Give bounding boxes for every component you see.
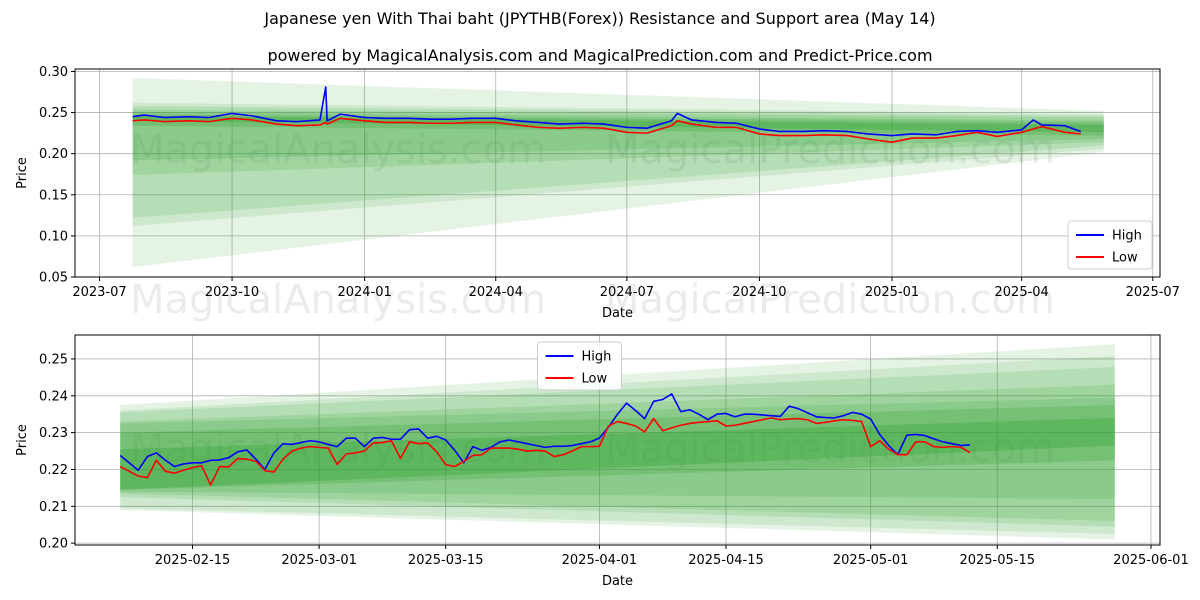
y-tick-label: 0.10 — [39, 229, 68, 244]
watermark-text: MagicalPrediction.com — [605, 426, 1055, 472]
forecast-band — [132, 78, 1104, 268]
forecast-band — [120, 384, 1115, 522]
chart-title: Japanese yen With Thai baht (JPYTHB(Fore… — [264, 9, 936, 28]
x-tick-label: 2025-05-01 — [833, 553, 909, 568]
x-tick-label: 2025-02-15 — [155, 553, 231, 568]
legend-label-low: Low — [1112, 251, 1138, 266]
high-series-line — [119, 393, 971, 472]
x-tick-label: 2024-01 — [337, 285, 391, 300]
forecast-band — [120, 356, 1115, 534]
y-tick-label: 0.24 — [39, 389, 68, 404]
watermark-layer: MagicalAnalysis.com MagicalPrediction.co… — [130, 127, 1055, 472]
grid-lines — [75, 69, 1160, 277]
forecast-band — [132, 109, 1104, 176]
x-tick-label: 2024-10 — [732, 285, 786, 300]
x-tick-label: 2025-03-01 — [281, 553, 357, 568]
forecast-band — [132, 114, 1104, 136]
x-tick-label: 2025-07 — [1126, 285, 1180, 300]
x-axis-label: Date — [602, 306, 633, 321]
x-tick-label: 2025-06-01 — [1113, 553, 1189, 568]
x-tick-label: 2025-05-15 — [959, 553, 1035, 568]
legend: High Low — [1067, 220, 1153, 270]
plot-frame — [74, 68, 1161, 278]
plot-frame — [74, 334, 1161, 546]
forecast-band — [120, 405, 1115, 490]
y-tick-label: 0.25 — [39, 352, 68, 367]
y-axis-label: Price — [15, 157, 30, 189]
low-series-line — [119, 417, 971, 486]
y-tick-label: 0.20 — [39, 147, 68, 162]
x-tick-label: 2023-07 — [72, 285, 126, 300]
bottom-chart-panel: 2025-02-15 2025-03-01 2025-03-15 2025-04-01… — [15, 334, 1189, 589]
y-tick-label: 0.22 — [39, 463, 68, 478]
low-series-line — [132, 117, 1081, 143]
legend-label-high: High — [1112, 229, 1142, 244]
x-tick-label: 2025-04 — [995, 285, 1049, 300]
watermark-text: MagicalPrediction.com — [605, 277, 1055, 323]
y-tick-label: 0.15 — [39, 188, 68, 203]
x-tick-label: 2025-04-15 — [688, 553, 764, 568]
top-chart-panel: 2023-07 2023-10 2024-01 2024-04 2024-07 2024-… — [15, 65, 1180, 321]
watermark-text: MagicalAnalysis.com — [130, 277, 546, 323]
x-tick-label: 2024-07 — [600, 285, 654, 300]
legend-label-low: Low — [582, 372, 608, 387]
y-tick-label: 0.23 — [39, 426, 68, 441]
y-axis-label: Price — [15, 424, 30, 456]
x-tick-label: 2024-04 — [469, 285, 523, 300]
y-tick-label: 0.30 — [39, 65, 68, 80]
series-lines — [119, 393, 971, 486]
x-tick-label: 2025-01 — [865, 285, 919, 300]
legend: High Low — [537, 341, 622, 391]
x-tick-label: 2025-03-15 — [408, 553, 484, 568]
legend-label-high: High — [582, 350, 612, 365]
forecast-band — [132, 111, 1104, 161]
x-axis-label: Date — [602, 574, 633, 589]
y-tick-label: 0.21 — [39, 500, 68, 515]
y-tick-label: 0.20 — [39, 537, 68, 552]
high-series-line — [132, 86, 1082, 137]
forecast-band — [120, 367, 1115, 527]
series-lines — [132, 86, 1082, 143]
y-tick-label: 0.25 — [39, 106, 68, 121]
x-tick-label: 2025-04-01 — [562, 553, 638, 568]
forecast-band — [120, 397, 1115, 499]
watermark-text: MagicalAnalysis.com — [130, 127, 546, 173]
forecast-band — [120, 344, 1115, 540]
chart-subtitle: powered by MagicalAnalysis.com and Magic… — [267, 46, 933, 65]
x-tick-label: 2023-10 — [205, 285, 259, 300]
forecast-band — [132, 115, 1104, 133]
y-tick-label: 0.05 — [39, 271, 68, 286]
